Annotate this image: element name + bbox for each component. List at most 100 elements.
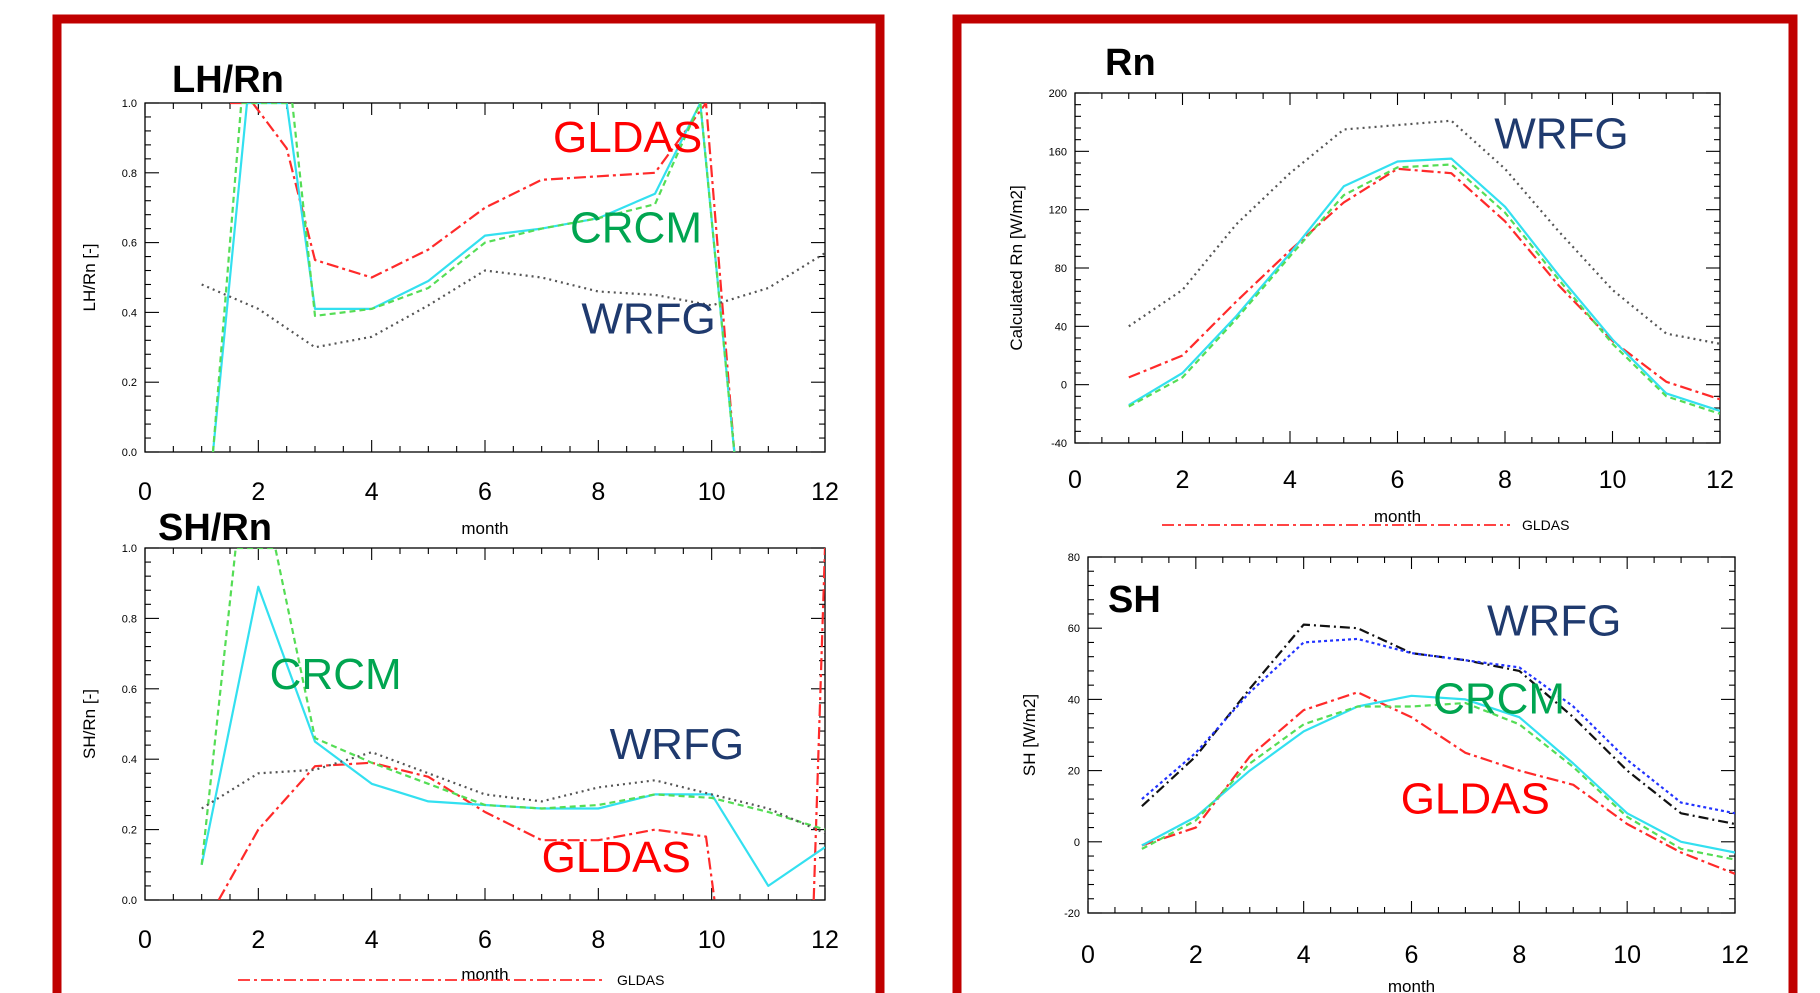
x-tick-label: 4	[1297, 941, 1311, 969]
series-annotation: CRCM	[1433, 675, 1565, 724]
y-tick-label: 0.8	[122, 613, 137, 625]
y-tick-label: 40	[1055, 321, 1067, 333]
x-tick-label: 8	[1498, 466, 1512, 494]
series-line-crcm_cyan	[211, 103, 736, 452]
y-tick-label: 0	[1074, 837, 1080, 849]
x-tick-label: 12	[1721, 941, 1749, 969]
series-line-crcm_green	[1141, 701, 1735, 861]
x-tick-label: 2	[251, 478, 265, 506]
series-group	[201, 103, 825, 452]
series-annotation: CRCM	[570, 204, 702, 253]
series-line-crcm_green	[1128, 163, 1720, 415]
x-tick-label: 6	[478, 478, 492, 506]
y-tick-label: 0.6	[122, 684, 137, 696]
x-tick-label: 6	[478, 926, 492, 954]
legend-label: GLDAS	[617, 972, 664, 988]
series-annotation: WRFG	[1494, 109, 1628, 158]
y-tick-label: 1.0	[122, 543, 137, 555]
y-tick-label: 40	[1068, 694, 1080, 706]
series-line-crcm_cyan	[1141, 694, 1735, 854]
y-tick-label: 0.4	[122, 754, 137, 766]
x-tick-label: 10	[698, 478, 726, 506]
series-line-gldas	[217, 761, 716, 900]
series-group	[1141, 623, 1735, 875]
y-tick-label: 0.2	[122, 825, 137, 837]
x-tick-label: 6	[1405, 941, 1419, 969]
series-line-gldas	[230, 103, 736, 452]
x-tick-label: 10	[1599, 466, 1627, 494]
y-axis-title: LH/Rn [-]	[80, 243, 99, 311]
x-tick-label: 4	[365, 478, 379, 506]
y-tick-label: 120	[1049, 205, 1067, 217]
x-tick-label: 0	[1081, 941, 1095, 969]
y-axis-title: SH/Rn [-]	[80, 689, 99, 759]
series-line-gldas	[1141, 691, 1735, 875]
y-tick-label: 0.6	[122, 238, 137, 250]
charts-layer: 0 2 4 6 8 10 12 0.0 0.2 0.4 0.6 0.8 1.0 month LH/Rn [-…	[80, 42, 1749, 993]
y-tick-label: 0.8	[122, 168, 137, 180]
series-annotation: WRFG	[610, 720, 744, 769]
y-tick-label: 0.2	[122, 377, 137, 389]
series-line-crcm_green	[200, 548, 825, 865]
chart-rn: 0 2 4 6 8 10 12 -40 0 40 80 120 160 200 month Calculate…	[1007, 42, 1734, 533]
series-annotation: CRCM	[270, 650, 402, 699]
y-tick-label: 80	[1068, 552, 1080, 564]
y-tick-label: 0.0	[122, 447, 137, 459]
series-annotation: WRFG	[1487, 596, 1621, 645]
y-tick-label: 0.0	[122, 895, 137, 907]
series-annotation: GLDAS	[553, 113, 702, 162]
series-group	[1128, 119, 1720, 415]
x-tick-label: 6	[1391, 466, 1405, 494]
series-line-gldas	[1128, 167, 1720, 401]
x-tick-label: 4	[365, 926, 379, 954]
series-annotation: GLDAS	[1401, 774, 1550, 823]
x-tick-label: 12	[811, 926, 839, 954]
x-tick-label: 0	[138, 478, 152, 506]
y-tick-label: 0.4	[122, 307, 137, 319]
x-axis-title: month	[461, 965, 508, 984]
x-tick-label: 8	[591, 926, 605, 954]
chart-title: SH	[1108, 579, 1161, 621]
x-tick-label: 8	[1512, 941, 1526, 969]
chart-title: LH/Rn	[172, 59, 284, 101]
x-tick-label: 0	[138, 926, 152, 954]
series-line-wrfg_grey	[201, 252, 825, 349]
y-axis-title: Calculated Rn [W/m2]	[1007, 185, 1026, 350]
y-tick-label: -40	[1051, 438, 1067, 450]
series-line-wrfg_blue	[1141, 637, 1735, 815]
y-tick-label: 0	[1061, 380, 1067, 392]
x-tick-label: 10	[1613, 941, 1641, 969]
chart-sh: 0 2 4 6 8 10 12 -20 0 20 40 60 80 month SH [W/m2] SH WRF…	[1020, 552, 1749, 993]
y-axis-title: SH [W/m2]	[1020, 694, 1039, 776]
x-tick-label: 12	[1706, 466, 1734, 494]
x-tick-label: 4	[1283, 466, 1297, 494]
series-annotation: WRFG	[581, 294, 715, 343]
series-group	[200, 548, 825, 900]
series-line-gldas	[812, 548, 825, 900]
series-line-crcm_cyan	[1128, 157, 1720, 412]
x-axis-title: month	[1374, 507, 1421, 526]
left-panel-frame	[52, 14, 885, 993]
y-tick-label: 60	[1068, 623, 1080, 635]
x-tick-label: 12	[811, 478, 839, 506]
x-tick-label: 2	[1176, 466, 1190, 494]
x-tick-label: 2	[251, 926, 265, 954]
y-tick-label: -20	[1064, 908, 1080, 920]
y-tick-label: 80	[1055, 263, 1067, 275]
chart-title: SH/Rn	[158, 507, 272, 549]
x-tick-label: 2	[1189, 941, 1203, 969]
y-tick-label: 20	[1068, 766, 1080, 778]
chart-shrn: 0 2 4 6 8 10 12 0.0 0.2 0.4 0.6 0.8 1.0 month SH/Rn [-…	[80, 507, 839, 988]
x-axis-title: month	[461, 519, 508, 538]
x-tick-label: 10	[698, 926, 726, 954]
y-tick-label: 200	[1049, 88, 1067, 100]
y-tick-label: 160	[1049, 146, 1067, 158]
right-panel-frame	[952, 14, 1798, 993]
chart-title: Rn	[1105, 42, 1156, 84]
legend-label: GLDAS	[1522, 517, 1569, 533]
chart-lhrn: 0 2 4 6 8 10 12 0.0 0.2 0.4 0.6 0.8 1.0 month LH/Rn [-…	[80, 59, 839, 538]
series-annotation: GLDAS	[542, 833, 691, 882]
y-tick-label: 1.0	[122, 98, 137, 110]
